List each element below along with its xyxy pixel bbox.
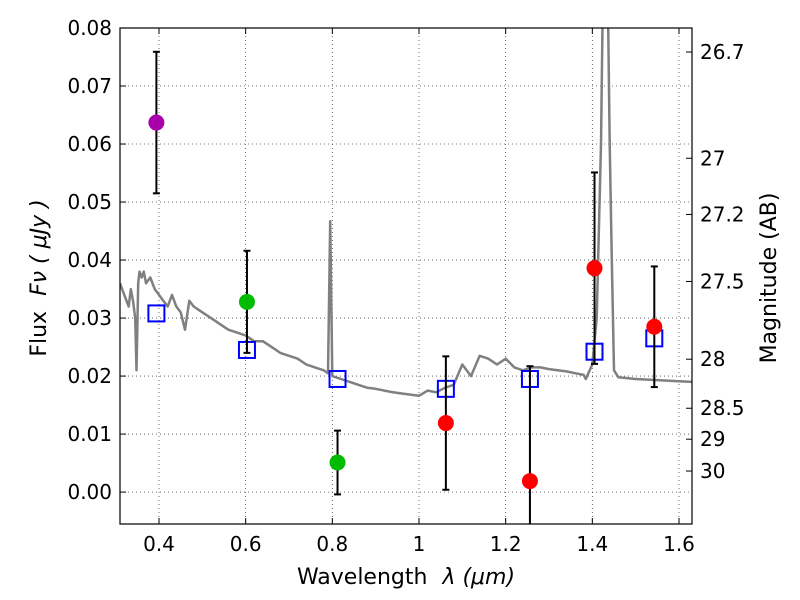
y-tick-label: 0.02 xyxy=(67,364,112,388)
observed-flux-point xyxy=(521,473,538,490)
observed-flux-point xyxy=(148,114,165,131)
axes: 0.4 0.6 0.8 1 1.2 1.4 1.6 0.00 0.01 0.02 0.03 0.04 0… xyxy=(67,16,744,556)
y-tick-label: 0.03 xyxy=(67,306,112,330)
spectrum-line xyxy=(120,28,692,398)
observed-flux-point xyxy=(329,454,346,471)
y-tick-label: 0.00 xyxy=(67,480,112,504)
y2-tick-label: 30 xyxy=(700,459,725,483)
x-tick-label: 1 xyxy=(413,532,426,556)
x-tick-label: 1.6 xyxy=(663,532,695,556)
x-axis-label-math: λ (μm) xyxy=(441,565,515,590)
y2-tick-label: 29 xyxy=(700,427,725,451)
marker-layer xyxy=(147,50,664,524)
model-band-square xyxy=(147,304,166,323)
x-tick-label: 1.2 xyxy=(490,532,522,556)
y2-tick-label: 28 xyxy=(700,347,725,371)
y2-axis-label: Magnitude (AB) xyxy=(757,193,782,364)
observed-flux-point xyxy=(238,293,255,310)
plot-frame xyxy=(119,27,693,525)
y-tick-label: 0.06 xyxy=(67,132,112,156)
y-axis-label: Flux Fν ( μJy ) xyxy=(27,199,52,356)
y-tick-label: 0.07 xyxy=(67,74,112,98)
x-tick-label: 1.4 xyxy=(576,532,608,556)
grid-lines xyxy=(120,27,692,524)
model-band-square xyxy=(328,369,347,388)
y2-tick-label: 28.5 xyxy=(700,396,745,420)
axis-labels: Wavelength λ (μm) Flux Fν ( μJy ) Magnit… xyxy=(27,193,782,590)
x-axis-label-text: Wavelength xyxy=(297,565,428,590)
spectrum-layer xyxy=(120,28,692,398)
x-tick-label: 0.4 xyxy=(143,532,175,556)
y-tick-label: 0.01 xyxy=(67,422,112,446)
y2-tick-label: 27.2 xyxy=(700,202,745,226)
observed-flux-point xyxy=(437,415,454,432)
y2-tick-label: 26.7 xyxy=(700,40,745,64)
y-tick-label: 0.08 xyxy=(67,16,112,40)
y2-tick-label: 27.5 xyxy=(700,269,745,293)
y-tick-label: 0.04 xyxy=(67,248,112,272)
x-axis-label: Wavelength λ (μm) xyxy=(297,565,515,590)
x-tick-label: 0.6 xyxy=(230,532,262,556)
y2-tick-label: 27 xyxy=(700,146,725,170)
y-axis-label-math: Fν ( μJy ) xyxy=(27,199,52,296)
observed-flux-point xyxy=(646,318,663,335)
observed-flux-point xyxy=(586,260,603,277)
y-tick-label: 0.05 xyxy=(67,190,112,214)
x-tick-label: 0.8 xyxy=(316,532,348,556)
y-axis-label-text: Flux xyxy=(27,311,52,357)
